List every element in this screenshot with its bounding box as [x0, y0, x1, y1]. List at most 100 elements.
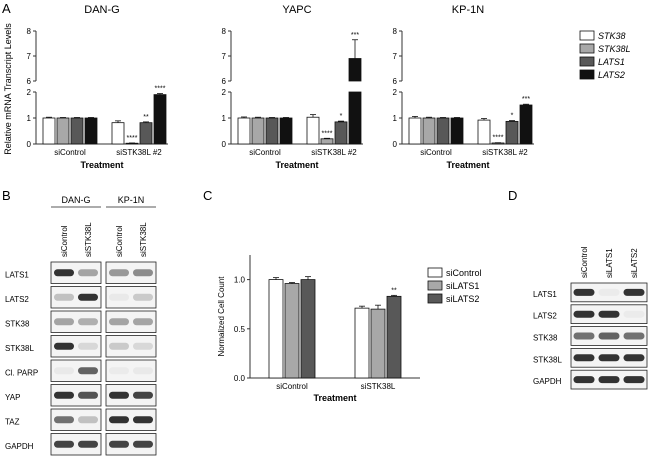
bar — [237, 117, 251, 145]
y-tick-label: 2 — [27, 88, 32, 97]
panel-a-y-axis-label: Relative mRNA Transcript Levels — [3, 23, 13, 155]
chart-title: YAPC — [282, 4, 311, 16]
blot-band — [109, 342, 129, 350]
blot-strip — [105, 408, 157, 431]
blot-row-label: TAZ — [5, 417, 20, 426]
blot-lane-label: siControl — [115, 225, 124, 257]
legend-label: STK38 — [598, 31, 626, 41]
legend-swatch — [579, 30, 595, 41]
bar — [306, 116, 320, 145]
blot-band — [109, 391, 129, 399]
blot-row-label: STK38L — [533, 355, 562, 364]
blot-band — [573, 310, 595, 318]
bar — [450, 117, 464, 145]
blot-strip — [50, 359, 102, 382]
blot-band — [623, 288, 645, 296]
blot-band — [54, 318, 74, 326]
legend-swatch — [427, 293, 443, 304]
y-tick-label: 6 — [27, 77, 32, 86]
blot-band — [573, 376, 595, 384]
panel-label-a: A — [2, 1, 11, 16]
blot-band — [623, 354, 645, 362]
blot-band — [598, 310, 620, 318]
blot-row-label: LATS2 — [533, 312, 557, 321]
blot-strip — [105, 384, 157, 407]
bar — [422, 117, 436, 145]
bar — [265, 117, 279, 145]
blot-band — [109, 367, 129, 375]
blot-row-label: STK38 — [5, 319, 30, 328]
blot-row-label: GAPDH — [533, 377, 562, 386]
y-tick-label: 8 — [393, 27, 398, 36]
blot-row-label: LATS2 — [5, 295, 29, 304]
blot-band — [78, 391, 98, 399]
blot-band — [133, 440, 153, 448]
panel-label-c: C — [203, 188, 212, 203]
y-tick-label: 7 — [222, 52, 227, 61]
blot-strip — [50, 433, 102, 456]
blot-lane-label: siLATS2 — [630, 248, 639, 278]
x-tick-label: siSTK38L #2 — [482, 148, 528, 157]
legend-label: LATS2 — [598, 70, 625, 80]
chart-title: DAN-G — [84, 4, 119, 16]
blot-group-label: DAN-G — [62, 195, 91, 205]
blot-band — [133, 367, 153, 375]
y-tick-label: 7 — [27, 52, 32, 61]
y-tick-label: 0.5 — [234, 325, 246, 334]
blot-band — [133, 342, 153, 350]
significance-label: **** — [155, 86, 166, 93]
legend-swatch — [427, 280, 443, 291]
y-tick-label: 0 — [27, 140, 32, 149]
y-tick-label: 7 — [393, 52, 398, 61]
x-tick-label: siControl — [276, 382, 308, 391]
bar — [491, 142, 505, 145]
blot-strip — [50, 408, 102, 431]
bar — [519, 104, 533, 145]
blot-row-label: LATS1 — [533, 290, 557, 299]
blot-band — [78, 293, 98, 301]
blot-band — [109, 293, 129, 301]
blot-band — [54, 440, 74, 448]
y-tick-label: 2 — [222, 88, 227, 97]
blot-strip — [105, 335, 157, 358]
bar — [56, 117, 70, 145]
bar — [354, 307, 370, 379]
y-tick-label: 0 — [222, 140, 227, 149]
blot-band — [623, 376, 645, 384]
x-tick-label: siControl — [249, 148, 281, 157]
bar — [153, 94, 167, 145]
y-tick-label: 6 — [393, 77, 398, 86]
blot-strip — [50, 261, 102, 284]
significance-label: *** — [351, 32, 359, 39]
x-axis-label: Treatment — [275, 160, 318, 170]
blot-row-label: STK38L — [5, 344, 34, 353]
blot-band — [623, 332, 645, 340]
legend-label: STK38L — [598, 44, 631, 54]
y-tick-label: 2 — [393, 88, 398, 97]
blot-band — [78, 269, 98, 277]
blot-band — [133, 293, 153, 301]
panel-c-chart: 0.0 0.5 1.0 Normalized Cell Count siControl *… — [217, 255, 482, 403]
y-tick-label: 8 — [222, 27, 227, 36]
blot-strip — [50, 310, 102, 333]
x-tick-label: siSTK38L #2 — [116, 148, 162, 157]
blot-band — [78, 342, 98, 350]
significance-label: * — [511, 113, 514, 120]
significance-label: ** — [391, 287, 397, 294]
y-tick-label: 6 — [222, 77, 227, 86]
bar — [300, 279, 316, 379]
bar — [477, 119, 491, 145]
panel-a-legend: STK38 STK38L LATS1 LATS2 — [579, 30, 631, 80]
bar — [436, 117, 450, 145]
blot-band — [598, 354, 620, 362]
legend-swatch — [579, 69, 595, 80]
significance-label: **** — [127, 135, 138, 142]
blot-band — [54, 269, 74, 277]
blot-band — [133, 391, 153, 399]
blot-band — [623, 310, 645, 318]
blot-band — [54, 391, 74, 399]
bar — [70, 117, 84, 145]
blot-lane-label: siLATS1 — [605, 248, 614, 278]
